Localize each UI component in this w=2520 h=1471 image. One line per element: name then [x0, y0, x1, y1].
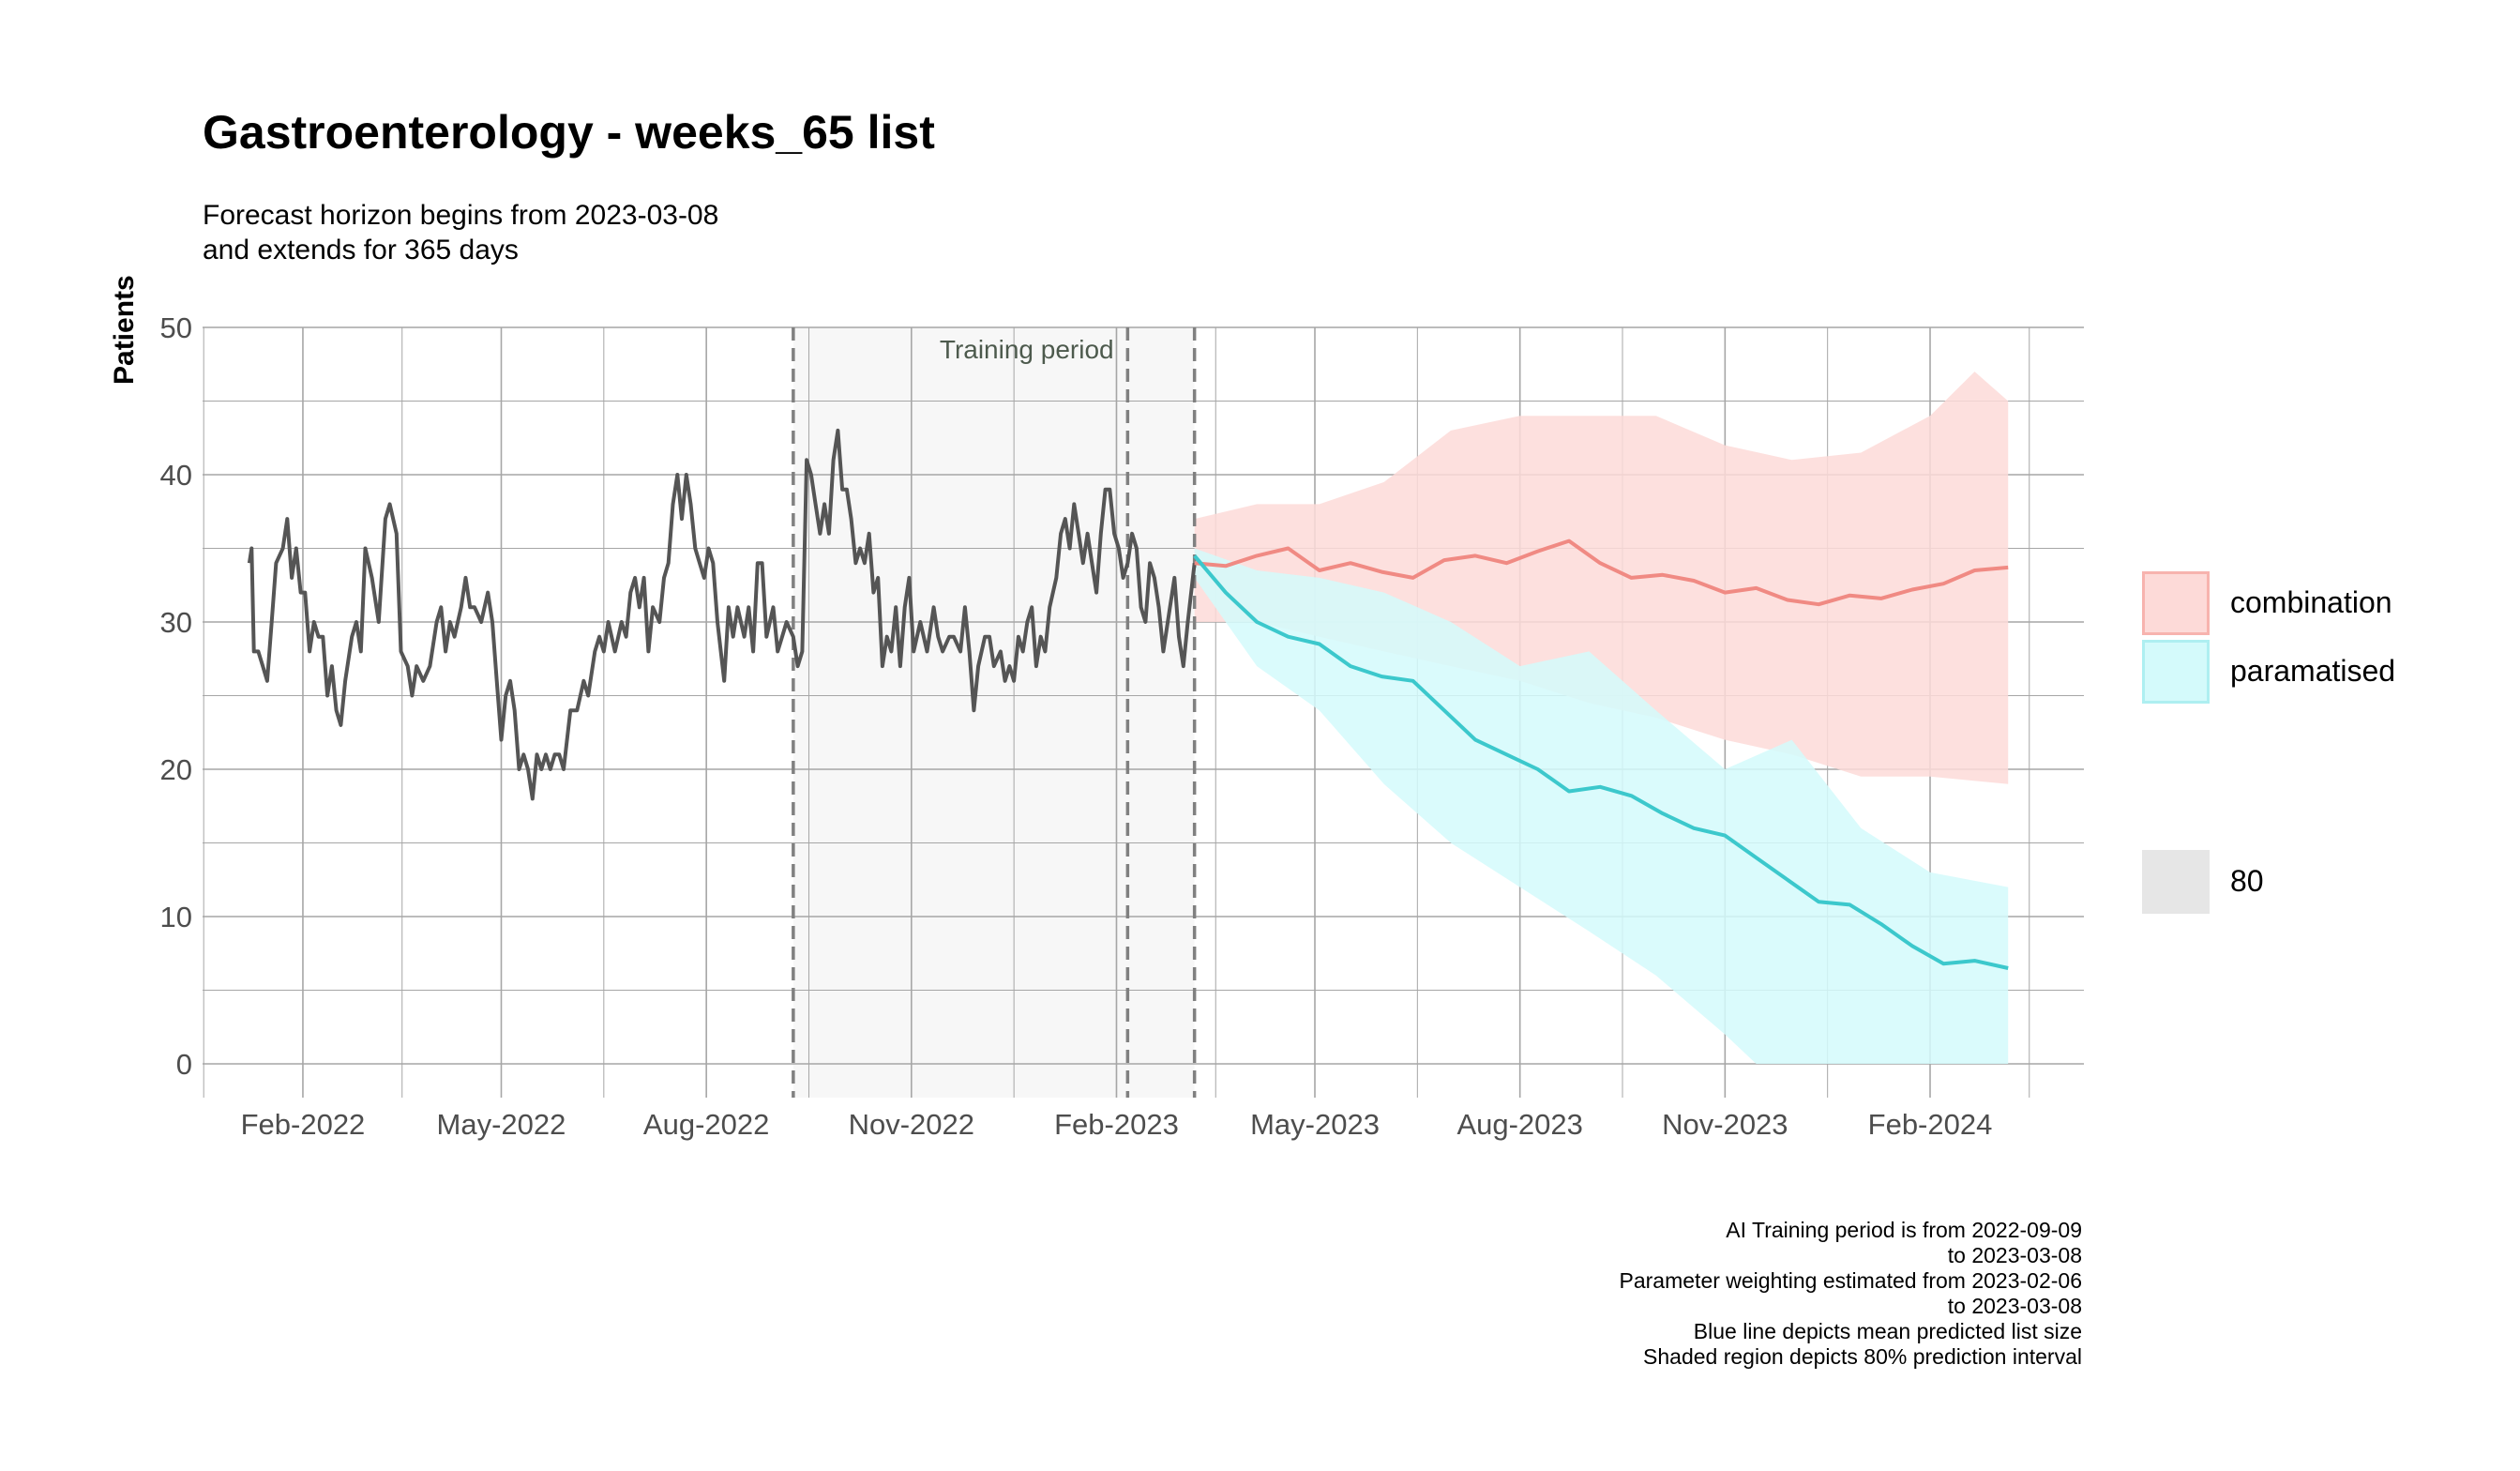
y-tick-label: 50 — [160, 311, 192, 344]
caption-line-2: to 2023-03-08 — [1947, 1243, 2082, 1267]
caption-line-1: AI Training period is from 2022-09-09 — [1726, 1218, 2082, 1242]
band-combination — [1194, 372, 2009, 784]
mean-line-combination — [1194, 538, 2009, 607]
x-tick-label: Feb-2024 — [1868, 1108, 1993, 1141]
training-period-shade — [792, 327, 1195, 1098]
legend-swatch-paramatised — [2142, 640, 2210, 704]
x-tick-label: Nov-2023 — [1662, 1108, 1788, 1141]
legend-swatch-80 — [2142, 850, 2210, 914]
x-tick-label: Feb-2023 — [1054, 1108, 1179, 1141]
x-tick-label: Aug-2023 — [1456, 1108, 1582, 1141]
caption-line-4: to 2023-03-08 — [1947, 1294, 2082, 1318]
y-tick-label: 30 — [160, 606, 192, 639]
y-tick-label: 10 — [160, 901, 192, 933]
legend-label-paramatised: paramatised — [2230, 654, 2396, 688]
chart-title: Gastroenterology - weeks_65 list — [203, 106, 935, 159]
x-tick-label: Nov-2022 — [849, 1108, 974, 1141]
training-period-label: Training period — [940, 335, 1114, 364]
legend-swatch-combination — [2142, 571, 2210, 635]
x-tick-label: May-2023 — [1250, 1108, 1380, 1141]
legend-label-combination: combination — [2230, 585, 2392, 619]
caption-line-5: Blue line depicts mean predicted list si… — [1693, 1319, 2082, 1343]
y-tick-label: 0 — [176, 1048, 192, 1081]
caption-line-6: Shaded region depicts 80% prediction int… — [1643, 1344, 2082, 1369]
legend-label-80: 80 — [2230, 864, 2264, 898]
chart-subtitle-line-2: and extends for 365 days — [203, 235, 519, 265]
x-tick-label: Feb-2022 — [241, 1108, 366, 1141]
x-tick-label: Aug-2022 — [643, 1108, 769, 1141]
mean-line-paramatised — [1193, 554, 2009, 970]
observed-line — [247, 428, 1197, 801]
x-tick-label: May-2022 — [437, 1108, 566, 1141]
caption-line-3: Parameter weighting estimated from 2023-… — [1619, 1268, 2082, 1293]
chart-subtitle-line-1: Forecast horizon begins from 2023-03-08 — [203, 200, 719, 231]
y-tick-label: 20 — [160, 753, 192, 786]
y-tick-label: 40 — [160, 459, 192, 492]
